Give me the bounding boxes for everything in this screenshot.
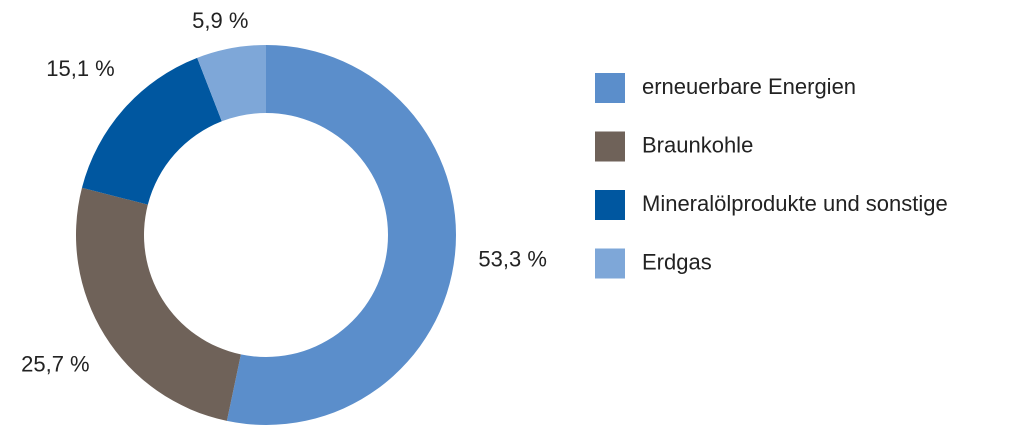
donut-slice xyxy=(226,45,457,425)
legend-swatch xyxy=(595,131,625,162)
legend-swatch xyxy=(595,73,625,103)
legend-label: Mineralölprodukte und sonstige xyxy=(642,191,948,216)
legend-label: erneuerbare Energien xyxy=(642,74,856,99)
donut-slice xyxy=(81,57,222,205)
legend-label: Erdgas xyxy=(642,249,712,274)
value-label: 25,7 % xyxy=(21,352,90,377)
value-label: 53,3 % xyxy=(478,246,547,271)
value-label: 5,9 % xyxy=(192,8,248,33)
legend-swatch xyxy=(595,248,625,279)
value-label: 15,1 % xyxy=(46,56,115,81)
legend-swatch xyxy=(595,190,625,220)
legend-label: Braunkohle xyxy=(642,132,753,157)
donut-slice xyxy=(76,187,241,421)
donut-slice xyxy=(197,45,266,122)
